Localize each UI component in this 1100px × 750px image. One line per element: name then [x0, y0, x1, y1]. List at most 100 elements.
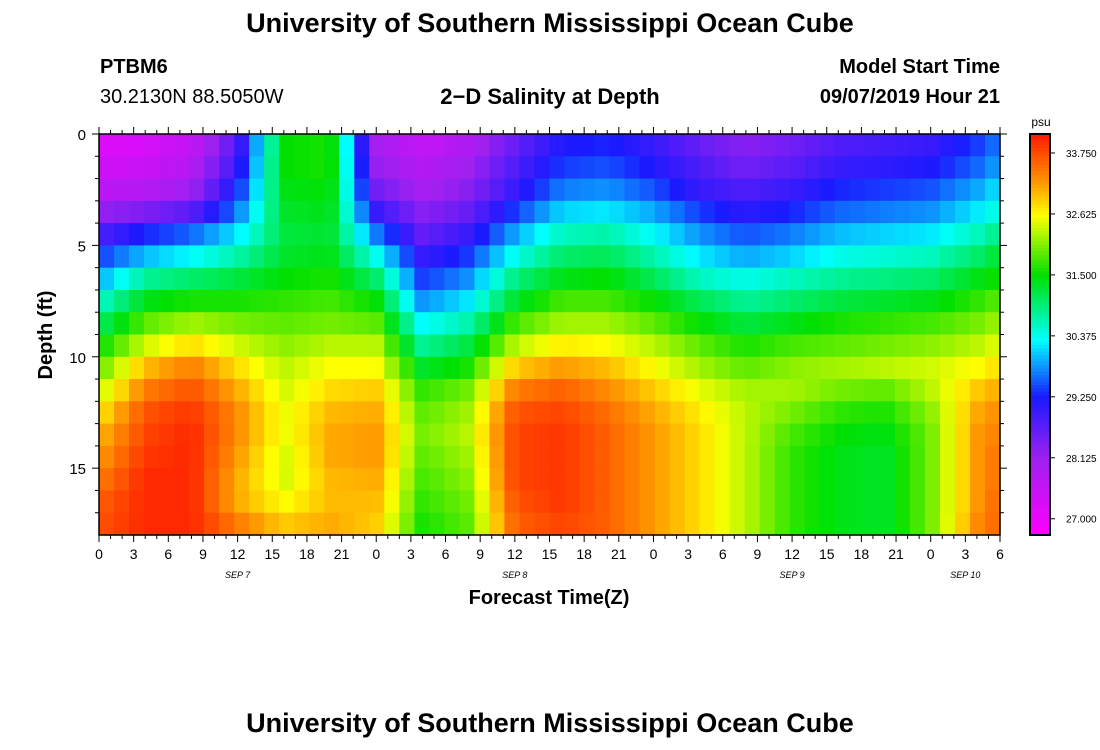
heat-cell: [759, 334, 776, 358]
colorbar-segment: [1030, 331, 1050, 335]
heat-cell: [699, 490, 716, 514]
heat-cell: [774, 223, 791, 246]
heat-cell: [99, 200, 115, 224]
heat-cell: [144, 312, 160, 336]
heat-cell: [834, 134, 851, 157]
heat-cell: [864, 334, 881, 358]
heat-cell: [249, 245, 265, 269]
heat-cell: [834, 156, 851, 180]
heat-cell: [399, 468, 415, 492]
heat-cell: [579, 334, 596, 358]
heat-cell: [129, 490, 145, 514]
heat-cell: [954, 200, 971, 224]
heat-cell: [519, 267, 536, 291]
heat-cell: [939, 134, 956, 157]
heat-cell: [864, 178, 881, 202]
heat-cell: [744, 356, 761, 380]
x-tick-label: 0: [95, 546, 103, 562]
heat-cell: [624, 312, 641, 336]
colorbar-segment: [1030, 214, 1050, 219]
heat-cell: [519, 334, 536, 358]
heat-cell: [354, 512, 370, 536]
heat-cell: [534, 445, 551, 469]
heat-cell: [669, 223, 686, 246]
colorbar-segment: [1030, 397, 1050, 402]
heat-cell: [489, 267, 506, 291]
heat-cell: [504, 423, 521, 447]
colorbar-tick-label: 30.375: [1066, 332, 1097, 343]
heat-cell: [474, 445, 491, 469]
heat-cell: [729, 512, 746, 536]
colorbar-tick-label: 31.500: [1066, 271, 1097, 282]
heat-cell: [339, 512, 355, 536]
heat-cell: [429, 401, 445, 425]
heat-cell: [609, 445, 626, 469]
heat-cell: [384, 223, 400, 246]
heat-cell: [954, 312, 971, 336]
heat-cell: [339, 468, 355, 492]
heat-cell: [639, 267, 656, 291]
heat-cell: [849, 200, 866, 224]
colorbar-segment: [1030, 394, 1050, 399]
heat-cell: [879, 401, 896, 425]
heat-cell: [654, 289, 671, 313]
heat-cell: [234, 156, 250, 180]
heat-cell: [789, 468, 806, 492]
heat-cell: [444, 267, 460, 291]
heat-cell: [384, 512, 400, 536]
heat-cell: [324, 490, 340, 514]
heat-cell: [414, 312, 430, 336]
heat-cell: [759, 423, 776, 447]
heat-cell: [189, 423, 205, 447]
heat-cell: [849, 223, 866, 246]
heat-cell: [99, 156, 115, 180]
heat-cell: [144, 134, 160, 157]
heat-cell: [459, 468, 476, 492]
heat-cell: [834, 223, 851, 246]
heat-cell: [204, 223, 220, 246]
heat-cell: [444, 156, 460, 180]
heat-cell: [324, 156, 340, 180]
heat-cell: [984, 156, 1001, 180]
heat-cell: [879, 134, 896, 157]
heat-cell: [549, 468, 566, 492]
heat-cell: [939, 356, 956, 380]
heat-cell: [759, 445, 776, 469]
heat-cell: [954, 178, 971, 202]
heat-cell: [534, 334, 551, 358]
heat-cell: [594, 312, 611, 336]
heat-cell: [414, 423, 430, 447]
heat-cell: [459, 445, 476, 469]
heat-cell: [684, 356, 701, 380]
colorbar-segment: [1030, 354, 1050, 359]
heat-cell: [429, 178, 445, 202]
heat-cell: [609, 267, 626, 291]
heat-cell: [519, 312, 536, 336]
heat-cell: [459, 289, 476, 313]
heat-cell: [864, 156, 881, 180]
heat-cell: [444, 445, 460, 469]
heat-cell: [324, 223, 340, 246]
heat-cell: [204, 312, 220, 336]
heat-cell: [579, 490, 596, 514]
page-title-bottom: University of Southern Mississippi Ocean…: [246, 708, 854, 738]
heat-cell: [594, 356, 611, 380]
heat-cell: [819, 423, 836, 447]
heat-cell: [819, 289, 836, 313]
heat-cell: [924, 490, 941, 514]
heat-cell: [144, 289, 160, 313]
heat-cell: [159, 312, 175, 336]
colorbar-segment: [1030, 484, 1050, 489]
heat-cell: [354, 178, 370, 202]
heat-cell: [114, 312, 130, 336]
heat-cell: [684, 312, 701, 336]
heat-cell: [309, 401, 325, 425]
heat-cell: [744, 312, 761, 336]
heat-cell: [939, 445, 956, 469]
heat-cell: [984, 468, 1001, 492]
colorbar-segment: [1030, 311, 1050, 315]
heat-cell: [684, 490, 701, 514]
heat-cell: [789, 445, 806, 469]
heat-cell: [204, 379, 220, 402]
heat-cell: [849, 156, 866, 180]
